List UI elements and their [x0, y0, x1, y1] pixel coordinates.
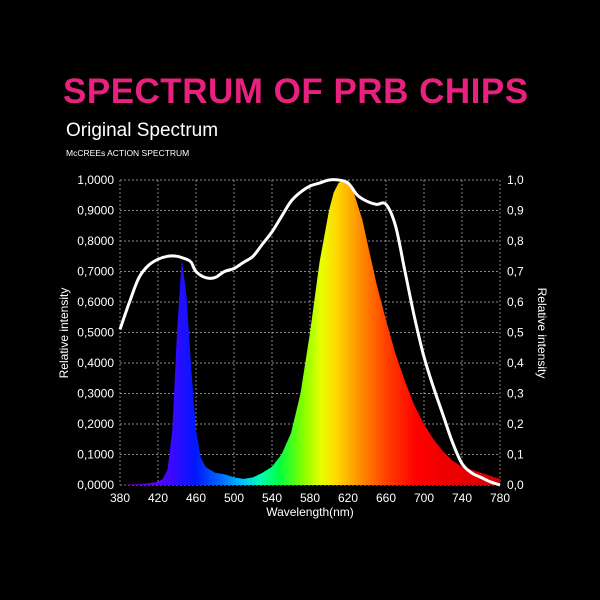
- y-tick-label-left: 0,0000: [77, 478, 114, 492]
- y-tick-label-right: 0,6: [507, 295, 524, 309]
- y-tick-label-right: 0,3: [507, 387, 524, 401]
- action-spectrum-line: [118, 178, 501, 487]
- y-tick-label-right: 0,2: [507, 417, 524, 431]
- x-tick-label: 460: [186, 491, 206, 505]
- x-tick-label: 740: [452, 491, 472, 505]
- y-axis-label-left: Relative intensity: [57, 288, 71, 379]
- y-tick-label-left: 0,3000: [77, 387, 114, 401]
- y-tick-label-left: 0,5000: [77, 326, 114, 340]
- y-tick-label-right: 0,1: [507, 448, 524, 462]
- spectrum-area-group: [120, 180, 500, 485]
- y-tick-label-left: 1,0000: [77, 173, 114, 187]
- x-tick-label: 500: [224, 491, 244, 505]
- x-tick-label: 780: [490, 491, 510, 505]
- x-tick-label: 580: [300, 491, 320, 505]
- x-tick-label: 700: [414, 491, 434, 505]
- x-tick-labels: 380 420 460 500 540 580 620 660 700 740 780: [110, 491, 510, 505]
- y-tick-label-right: 1,0: [507, 173, 524, 187]
- y-axis-label-right: Relative intensity: [535, 288, 549, 379]
- y-tick-label-right: 0,5: [507, 326, 524, 340]
- y-tick-label-right: 0,8: [507, 234, 524, 248]
- x-tick-label: 380: [110, 491, 130, 505]
- y-tick-label-left: 0,1000: [77, 448, 114, 462]
- y-tick-label-right: 0,7: [507, 265, 524, 279]
- y-tick-label-left: 0,4000: [77, 356, 114, 370]
- x-axis-label: Wavelength(nm): [266, 505, 354, 519]
- y-tick-labels-left: 0,0000 0,1000 0,2000 0,3000 0,4000 0,5000 0,60…: [77, 173, 114, 492]
- y-tick-label-left: 0,8000: [77, 234, 114, 248]
- y-tick-label-left: 0,7000: [77, 265, 114, 279]
- action-spectrum-label: McCREEs ACTION SPECTRUM: [66, 148, 190, 158]
- y-tick-labels-right: 0,0 0,1 0,2 0,3 0,4 0,5 0,6 0,7 0,8 0,9 1,0: [507, 173, 524, 492]
- x-tick-label: 620: [338, 491, 358, 505]
- chart-subtitle: Original Spectrum: [66, 120, 219, 141]
- x-tick-label: 660: [376, 491, 396, 505]
- y-tick-label-left: 0,2000: [77, 417, 114, 431]
- chart-title: SPECTRUM OF PRB CHIPS: [63, 72, 529, 111]
- y-tick-label-right: 0,9: [507, 204, 524, 218]
- y-tick-label-right: 0,0: [507, 478, 524, 492]
- y-tick-label-left: 0,9000: [77, 204, 114, 218]
- spectrum-area: [120, 180, 500, 485]
- action-line-group: [118, 178, 501, 487]
- y-tick-label-right: 0,4: [507, 356, 524, 370]
- y-tick-label-left: 0,6000: [77, 295, 114, 309]
- x-tick-label: 420: [148, 491, 168, 505]
- x-tick-label: 540: [262, 491, 282, 505]
